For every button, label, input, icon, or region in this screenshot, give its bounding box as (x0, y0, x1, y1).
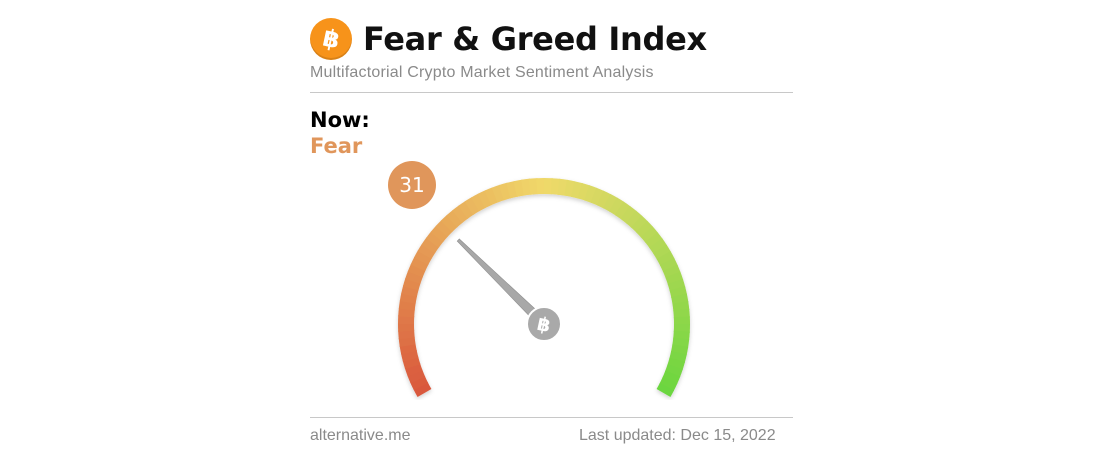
gauge-arc-segment (620, 205, 637, 224)
gauge-arc-segment (498, 182, 512, 201)
gauge-arc-segment (513, 179, 525, 197)
gauge-arc-segment (557, 178, 568, 196)
gauge-arc-segment (640, 226, 659, 244)
header: ฿ Fear & Greed Index (310, 17, 707, 61)
gauge-arc-segment (477, 190, 493, 209)
last-updated: Last updated: Dec 15, 2022 (579, 427, 776, 444)
gauge-arc-segment (649, 238, 668, 255)
gauge-arc-segment (398, 329, 415, 340)
gauge-arc-segment (446, 209, 464, 228)
gauge-arc-segment (413, 382, 432, 398)
gauge-arc-segment (665, 271, 684, 285)
gauge-arc-segment (602, 193, 618, 212)
gauge-arc-segment (608, 197, 625, 216)
gauge-arc-segment (430, 225, 449, 243)
gauge-arc-segment (614, 201, 631, 220)
gauge-arc-segment (644, 232, 663, 249)
gauge-arc-segment (528, 178, 539, 195)
gauge-arc (397, 177, 691, 398)
gauge-arc-segment (656, 382, 675, 398)
now-label: Now: (310, 108, 370, 132)
gauge-arc-segment (399, 292, 418, 304)
now-classification: Fear (310, 134, 363, 158)
gauge-arc-segment (398, 307, 415, 318)
gauge-arc-segment (550, 178, 561, 195)
gauge-arc-segment (405, 270, 424, 284)
gauge-arc-segment (458, 200, 475, 219)
gauge-arc-segment (399, 343, 417, 355)
gauge-arc-segment (402, 356, 421, 370)
gauge-arc-segment (435, 219, 453, 238)
source-link[interactable]: alternative.me (310, 427, 411, 444)
footer-divider (310, 417, 793, 418)
gauge-arc-segment (407, 263, 426, 278)
gauge-hub-bitcoin-icon: ฿ (535, 313, 553, 337)
gauge-arc-segment (506, 180, 519, 199)
gauge-arc-segment (656, 250, 675, 266)
gauge-arc-segment (662, 264, 681, 279)
gauge-arc-segment (625, 210, 643, 229)
gauge-arc-segment (577, 182, 591, 201)
gauge-arc-segment (410, 375, 429, 391)
gauge-arc-segment (672, 301, 690, 312)
gauge-arc-segment (584, 185, 598, 204)
gauge-arc-segment (667, 278, 686, 292)
gauge-arc-segment (413, 250, 432, 266)
gauge-arc-segment (673, 330, 690, 341)
gauge-arc-segment (659, 257, 678, 273)
gauge-arc-segment (410, 256, 429, 272)
gauge-arc-segment (672, 337, 690, 348)
page-title: Fear & Greed Index (363, 20, 707, 58)
gauge-arc-segment (630, 215, 649, 233)
gauge-arc-segment (670, 344, 689, 356)
bitcoin-logo-icon: ฿ (310, 18, 352, 60)
gauge-arc-segment (484, 187, 499, 206)
gauge-arc-segment (398, 300, 416, 311)
gauge-arc-segment (470, 193, 486, 212)
gauge-arc-segment (669, 350, 687, 363)
gauge-arc-segment (659, 376, 678, 392)
gauge-arc-segment (452, 205, 469, 224)
gauge-arc-segment (653, 244, 672, 260)
gauge-arc-segment (417, 243, 436, 260)
gauge-arc-segment (407, 369, 426, 384)
fear-greed-gauge: ฿ 31 (388, 161, 691, 398)
gauge-arc-segment (671, 293, 689, 305)
gauge-arc-segment (404, 363, 423, 377)
gauge-value-label: 31 (399, 173, 424, 197)
gauge-arc-segment (401, 285, 419, 298)
gauge-arc-segment (596, 190, 612, 209)
gauge-arc-segment (521, 178, 532, 196)
gauge-hub: ฿ (526, 306, 562, 342)
gauge-arc-segment (590, 187, 605, 206)
gauge-arc-segment (425, 231, 444, 248)
gauge-arc-segment (662, 370, 681, 385)
gauge-arc-segment (491, 184, 505, 203)
gauge-arc-segment (570, 181, 583, 199)
gauge-arc-segment (564, 179, 576, 198)
gauge-arc-segment (669, 286, 688, 299)
header-divider (310, 92, 793, 93)
gauge-arc-segment (402, 277, 421, 291)
page-subtitle: Multifactorial Crypto Market Sentiment A… (310, 64, 654, 81)
gauge-arc-segment (440, 214, 458, 233)
gauge-arc-segment (400, 349, 419, 362)
gauge-arc-segment (464, 196, 480, 215)
gauge-arc-segment (667, 357, 686, 371)
gauge-arc-segment (635, 220, 654, 238)
gauge-arc-segment (664, 364, 683, 378)
gauge-arc-segment (421, 237, 440, 254)
gauge-arc-segment (398, 336, 416, 347)
gauge-arc-segment (673, 308, 690, 319)
gauge-value-badge: 31 (388, 161, 436, 209)
